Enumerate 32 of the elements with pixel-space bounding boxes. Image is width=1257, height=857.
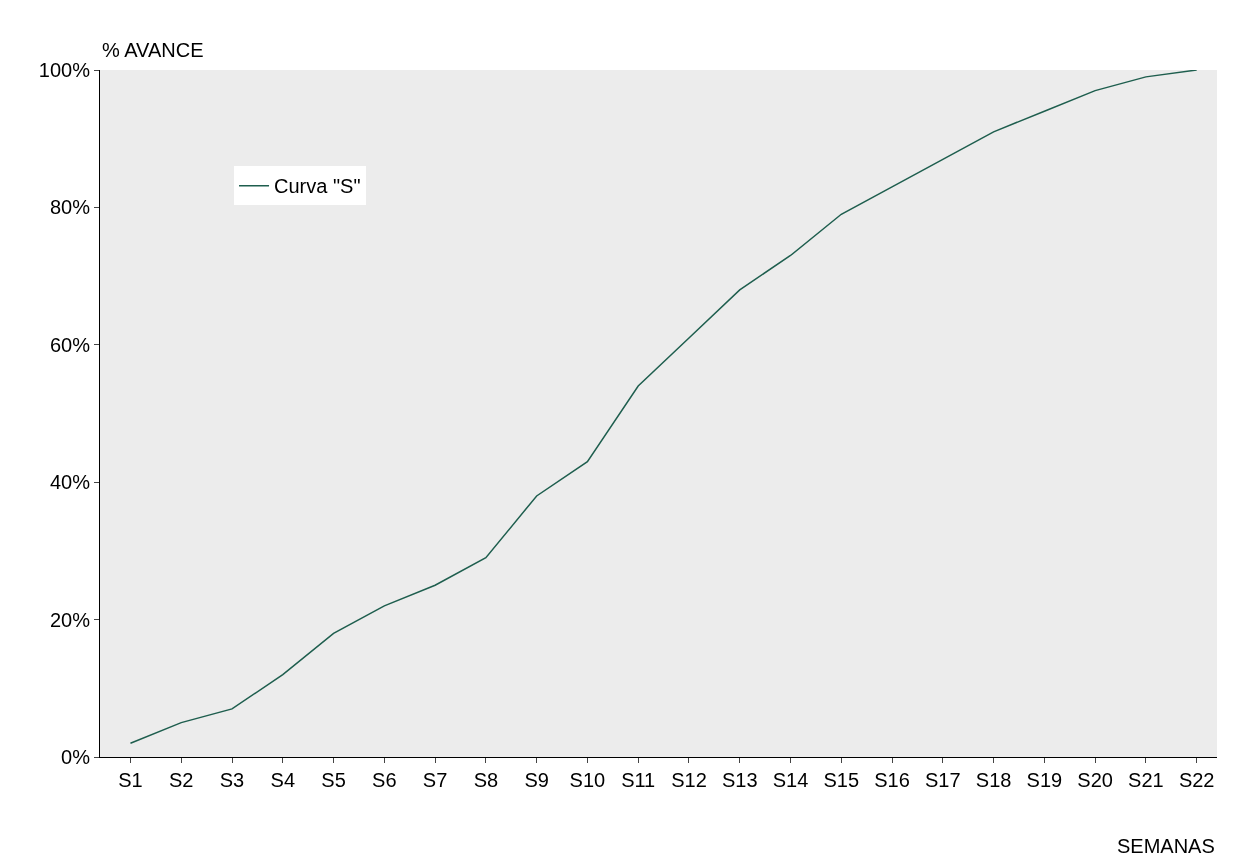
x-tick-label: S21: [1128, 769, 1164, 791]
x-tick-label: S15: [823, 769, 860, 791]
legend-label: Curva "S": [274, 175, 361, 198]
x-tick-label: S19: [1026, 769, 1063, 791]
y-tick-label: 60%: [49, 333, 91, 356]
x-tick-label: S2: [169, 769, 194, 791]
y-tick-label: 100%: [38, 59, 91, 81]
x-tick-label: S8: [473, 769, 499, 791]
x-tick-label: S1: [118, 769, 143, 791]
x-tick-label: S4: [270, 769, 296, 791]
x-tick-label: S16: [874, 769, 910, 791]
x-axis-title: SEMANAS: [1117, 835, 1215, 857]
x-tick-label: S14: [772, 769, 809, 791]
x-tick-label: S20: [1077, 769, 1113, 791]
x-tick-label: S10: [569, 769, 606, 791]
x-tick-label: S6: [372, 769, 397, 791]
x-tick-label: S11: [621, 769, 656, 791]
y-tick-label: 20%: [49, 608, 91, 631]
x-tick-label: S9: [524, 769, 549, 791]
x-tick-label: S17: [925, 769, 961, 791]
y-tick-label: 0%: [61, 746, 91, 768]
x-tick-label: S22: [1178, 769, 1215, 791]
x-tick-label: S18: [975, 769, 1012, 791]
x-tick-label: S13: [721, 769, 758, 791]
x-tick-label: S5: [321, 769, 346, 791]
line-series: [129, 70, 1198, 745]
x-tick-label: S7: [422, 769, 448, 791]
x-tick-label: S12: [671, 769, 707, 791]
y-tick-label: 80%: [49, 196, 91, 219]
y-tick-label: 40%: [49, 471, 91, 494]
x-tick-label: S3: [219, 769, 245, 791]
y-axis-title: % AVANCE: [102, 39, 204, 61]
